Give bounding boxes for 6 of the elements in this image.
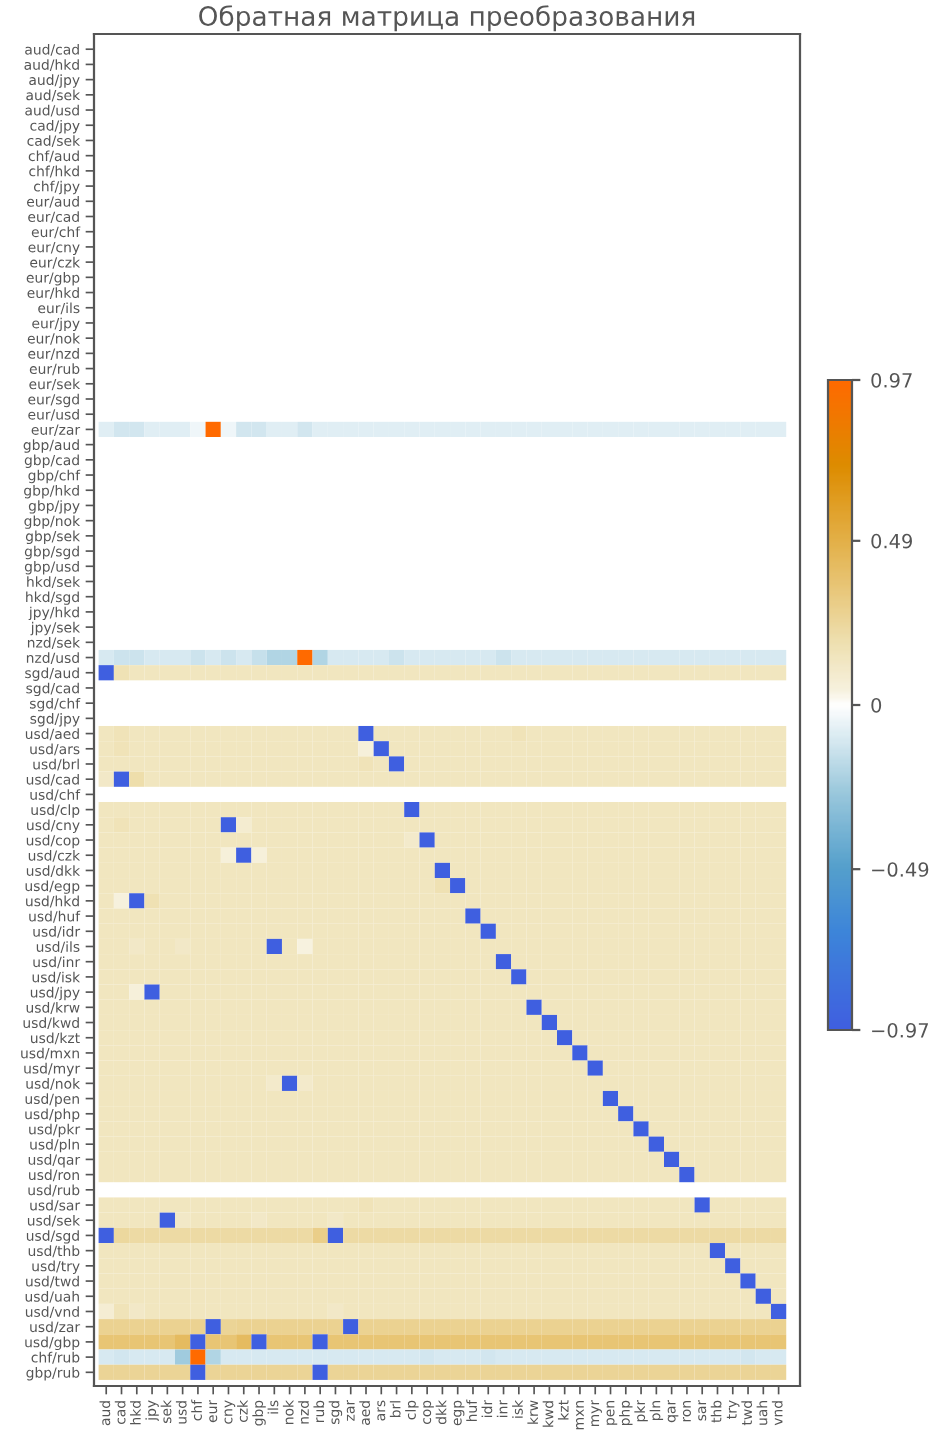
color-bar-label: 0 [871,697,882,713]
chart-title: Обратная матрица преобразования [199,5,695,32]
color-bar-label: −0.49 [872,862,929,877]
color-bar-label: −0.97 [872,1022,928,1038]
color-bar-label: 0.97 [871,372,912,388]
color-bar-label: 0.49 [871,533,912,549]
